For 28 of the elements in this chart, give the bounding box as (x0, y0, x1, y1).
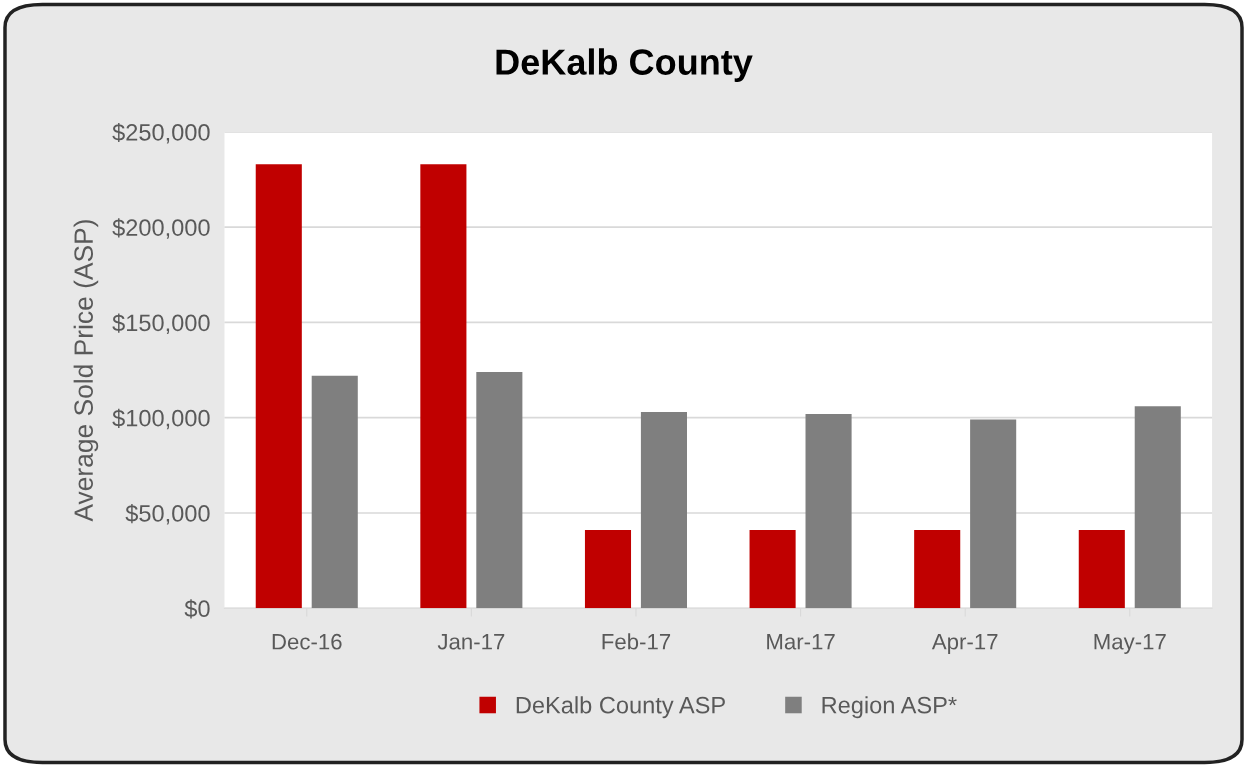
bar (1078, 530, 1125, 609)
y-tick-label: $50,000 (125, 504, 210, 525)
x-tick-label: Mar-17 (767, 634, 835, 650)
bar (584, 530, 632, 609)
bar (311, 375, 358, 609)
bar (805, 413, 852, 609)
bar (476, 371, 523, 609)
x-tick-label: Apr-17 (931, 634, 998, 654)
bar (640, 411, 687, 609)
legend-label: DeKalb County ASP (516, 696, 725, 719)
bar (749, 530, 796, 609)
bar (255, 164, 302, 609)
bar (420, 164, 467, 609)
x-tick-label: Feb-17 (602, 633, 671, 650)
bar (914, 530, 961, 609)
chart-title: DeKalb County (496, 48, 753, 83)
bar (1134, 406, 1181, 609)
legend-label: Region ASP* (822, 696, 957, 719)
x-tick-label: Dec-16 (272, 633, 342, 650)
bar (970, 419, 1017, 609)
y-axis-title: Average Sold Price (ASP) (73, 220, 99, 522)
y-tick-label: $150,000 (112, 313, 210, 335)
y-tick-label: $250,000 (112, 123, 210, 144)
x-tick-label: May-17 (1094, 634, 1166, 654)
y-tick-label: $100,000 (112, 408, 210, 430)
x-tick-label: Jan-17 (437, 634, 505, 650)
y-tick-label: $200,000 (112, 218, 210, 239)
y-tick-label: $0 (184, 599, 210, 619)
